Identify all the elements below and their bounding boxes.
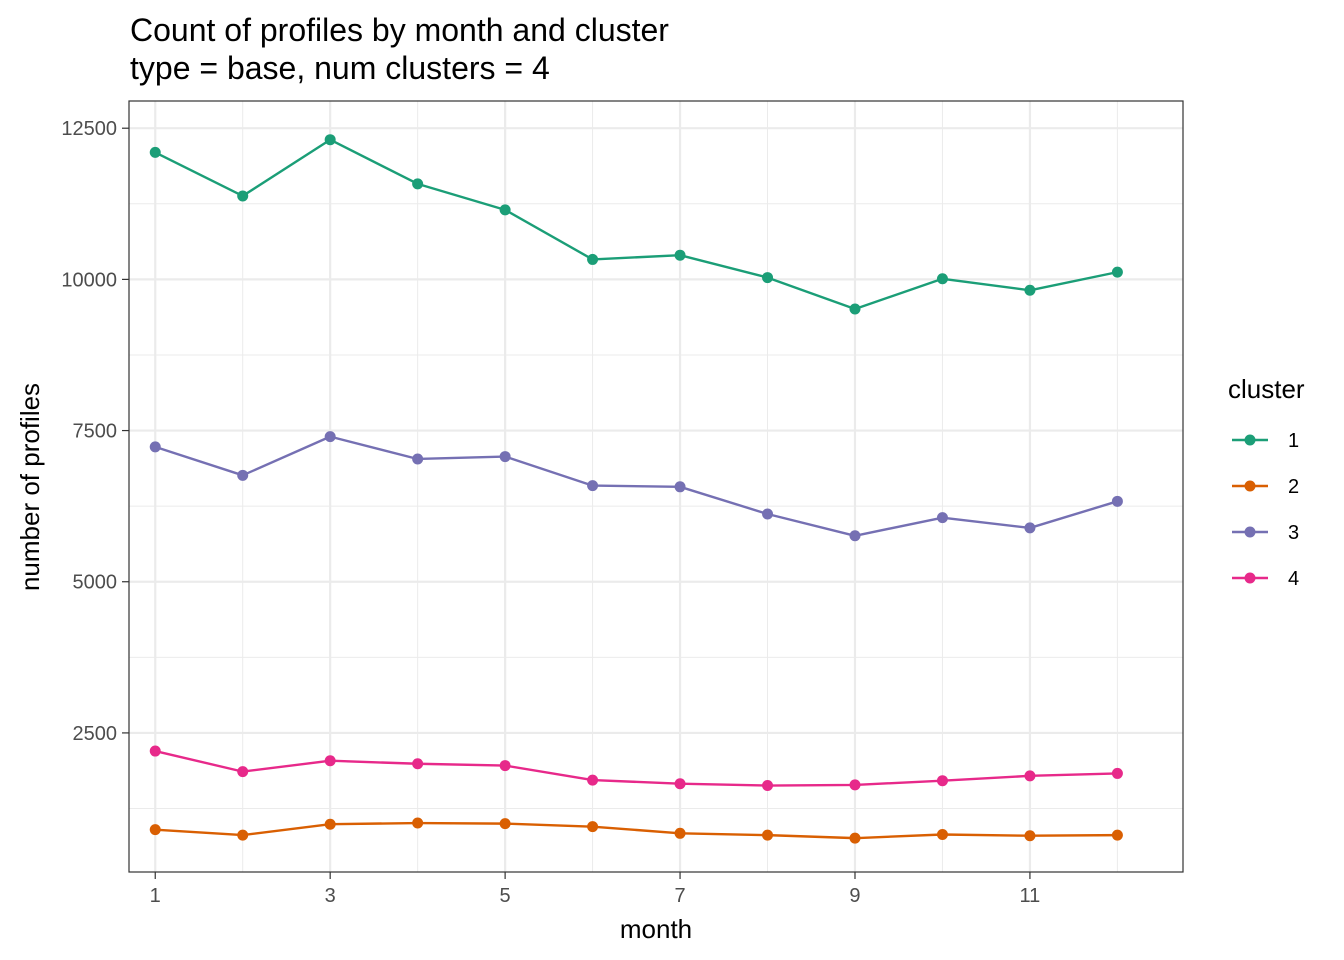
legend-key-point [1244, 572, 1256, 584]
legend-label: 3 [1288, 522, 1299, 544]
data-point-cluster-2 [674, 827, 686, 839]
data-point-cluster-3 [237, 469, 249, 481]
data-point-cluster-4 [849, 779, 861, 791]
data-point-cluster-4 [412, 758, 424, 770]
series-line-cluster-4 [154, 749, 1118, 787]
x-tick-label: 1 [150, 885, 161, 907]
x-axis-title: month [620, 914, 692, 944]
data-point-cluster-2 [936, 829, 948, 841]
data-point-cluster-2 [587, 821, 599, 833]
data-point-cluster-2 [1024, 830, 1036, 842]
data-point-cluster-3 [412, 453, 424, 465]
data-point-cluster-4 [936, 775, 948, 787]
data-point-cluster-2 [412, 817, 424, 829]
x-axis: 1 3 5 7 9 11 [150, 872, 1041, 907]
data-point-cluster-4 [1024, 770, 1036, 782]
data-point-cluster-1 [1024, 284, 1036, 296]
legend-label: 4 [1288, 568, 1299, 590]
x-tick-label: 7 [674, 885, 685, 907]
data-point-cluster-4 [237, 766, 249, 778]
data-point-cluster-1 [499, 204, 511, 216]
data-point-cluster-1 [324, 134, 336, 146]
data-point-cluster-2 [1111, 829, 1123, 841]
data-point-cluster-4 [324, 755, 336, 767]
data-point-cluster-3 [324, 431, 336, 443]
y-tick-label: 10000 [61, 269, 117, 291]
legend-key-point [1244, 434, 1256, 446]
data-point-cluster-1 [1111, 266, 1123, 278]
data-point-cluster-3 [1111, 495, 1123, 507]
data-point-cluster-3 [587, 480, 599, 492]
data-point-cluster-4 [762, 780, 774, 792]
y-tick-label: 12500 [61, 118, 117, 140]
major-gridlines [129, 101, 1183, 872]
data-point-cluster-1 [237, 190, 249, 202]
data-point-cluster-4 [1111, 767, 1123, 779]
chart-title: Count of profiles by month and cluster [130, 12, 669, 48]
data-point-cluster-4 [499, 760, 511, 772]
data-point-cluster-2 [499, 818, 511, 830]
x-tick-label: 3 [325, 885, 336, 907]
legend: cluster 1 2 3 4 [1228, 374, 1305, 590]
data-point-cluster-3 [674, 481, 686, 493]
data-point-cluster-4 [587, 774, 599, 786]
data-point-cluster-1 [587, 253, 599, 265]
data-point-cluster-2 [237, 829, 249, 841]
legend-key-point [1244, 526, 1256, 538]
data-point-cluster-3 [762, 508, 774, 520]
x-tick-label: 5 [500, 885, 511, 907]
y-tick-label: 2500 [73, 723, 118, 745]
chart-subtitle: type = base, num clusters = 4 [130, 50, 550, 86]
data-point-cluster-1 [149, 146, 161, 158]
series-line-cluster-2 [155, 821, 1118, 840]
series-lines [154, 138, 1118, 840]
data-point-cluster-3 [936, 512, 948, 524]
y-axis-title: number of profiles [15, 383, 45, 591]
data-point-cluster-2 [849, 832, 861, 844]
legend-title: cluster [1228, 374, 1305, 404]
data-point-cluster-4 [674, 778, 686, 790]
data-point-cluster-2 [149, 824, 161, 836]
series-points [149, 134, 1123, 844]
plot-panel [128, 100, 1184, 873]
x-tick-label: 9 [849, 885, 860, 907]
data-point-cluster-2 [324, 818, 336, 830]
data-point-cluster-1 [762, 272, 774, 284]
x-tick-label: 11 [1020, 885, 1041, 907]
data-point-cluster-4 [149, 745, 161, 757]
data-point-cluster-1 [412, 178, 424, 190]
plot-border [128, 100, 1184, 873]
data-point-cluster-3 [849, 530, 861, 542]
data-point-cluster-1 [849, 303, 861, 315]
series-line-cluster-1 [154, 138, 1118, 311]
series-line-cluster-3 [154, 435, 1118, 537]
y-axis: 2500 5000 7500 10000 12500 [61, 118, 129, 745]
data-point-cluster-1 [936, 273, 948, 285]
legend-key-point [1244, 480, 1256, 492]
y-tick-label: 5000 [73, 572, 118, 594]
data-point-cluster-3 [149, 441, 161, 453]
data-point-cluster-1 [674, 249, 686, 261]
data-point-cluster-2 [762, 829, 774, 841]
data-point-cluster-3 [499, 451, 511, 463]
legend-label: 2 [1288, 476, 1299, 498]
data-point-cluster-3 [1024, 522, 1036, 534]
legend-label: 1 [1288, 430, 1299, 452]
minor-gridlines [129, 101, 1183, 872]
y-tick-label: 7500 [73, 421, 118, 443]
